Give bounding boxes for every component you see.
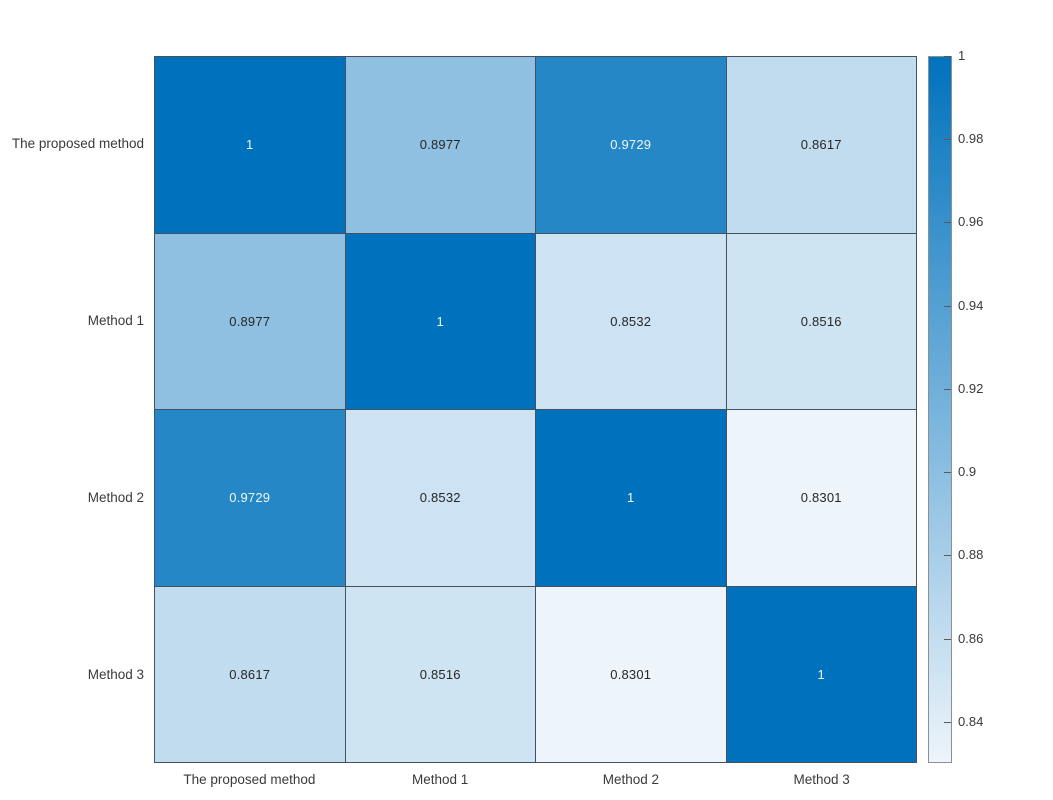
cell-value: 0.9729 [229,490,271,506]
colorbar-tick-mark [944,56,951,57]
x-axis-label: Method 2 [602,772,660,787]
cell-value: 0.8532 [610,313,652,329]
colorbar-tick-label: 0.98 [958,131,984,146]
cell-value: 1 [817,666,825,682]
cell-value: 0.8532 [419,490,461,506]
colorbar-tick-mark [944,639,951,640]
heatmap-cell: 0.8532 [536,233,726,409]
heatmap-cell: 0.8617 [726,57,916,233]
cell-value: 0.8977 [229,313,271,329]
x-axis-label: Method 3 [793,772,850,787]
colorbar-tick-mark [944,472,951,473]
colorbar-tick-mark [944,389,951,390]
cell-value: 0.8301 [800,490,842,506]
cell-value: 1 [246,137,254,153]
cell-value: 0.8516 [800,313,842,329]
heatmap-grid: 1 0.8977 0.9729 0.8617 0.8977 1 0.8532 0.8516 0.… [154,56,917,763]
cell-value: 1 [436,313,444,329]
colorbar-tick-mark [944,222,951,223]
heatmap-cell: 0.9729 [536,57,726,233]
cell-value: 0.8617 [229,666,271,682]
colorbar-tick-label: 0.96 [958,214,984,229]
cell-value: 0.9729 [610,137,652,153]
colorbar-tick-mark [944,722,951,723]
heatmap-cell: 1 [155,57,345,233]
heatmap-cell: 0.9729 [155,410,345,586]
y-axis-label: Method 3 [87,666,144,682]
heatmap-cell: 0.8301 [536,586,726,762]
heatmap-cell: 1 [536,410,726,586]
heatmap-cell: 1 [345,233,535,409]
cell-value: 0.8977 [419,137,461,153]
x-axis-label: The proposed method [183,772,316,787]
colorbar-tick-label: 1 [958,48,966,63]
cell-value: 1 [627,490,635,506]
colorbar-tick-label: 0.84 [958,714,984,729]
cell-value: 0.8617 [800,137,842,153]
heatmap-cell: 1 [726,586,916,762]
colorbar-tick-label: 0.92 [958,381,984,396]
colorbar-tick-label: 0.9 [958,464,977,479]
colorbar-tick-mark [944,306,951,307]
heatmap-cell: 0.8977 [155,233,345,409]
x-axis-label: Method 1 [411,772,469,787]
y-axis-label: The proposed method [11,136,144,152]
colorbar-tick-mark [944,555,951,556]
cell-value: 0.8301 [610,666,652,682]
heatmap-cell: 0.8617 [155,586,345,762]
y-axis-label: Method 1 [87,313,144,329]
colorbar-tick-label: 0.86 [958,631,984,646]
y-axis-label: Method 2 [87,489,144,505]
colorbar-tick-label: 0.88 [958,547,984,562]
heatmap-cell: 0.8516 [726,233,916,409]
heatmap-cell: 0.8532 [345,410,535,586]
heatmap-cell: 0.8516 [345,586,535,762]
heatmap-cell: 0.8977 [345,57,535,233]
colorbar [928,56,952,763]
colorbar-tick-label: 0.94 [958,298,984,313]
heatmap-cell: 0.8301 [726,410,916,586]
cell-value: 0.8516 [419,666,461,682]
colorbar-tick-mark [944,139,951,140]
